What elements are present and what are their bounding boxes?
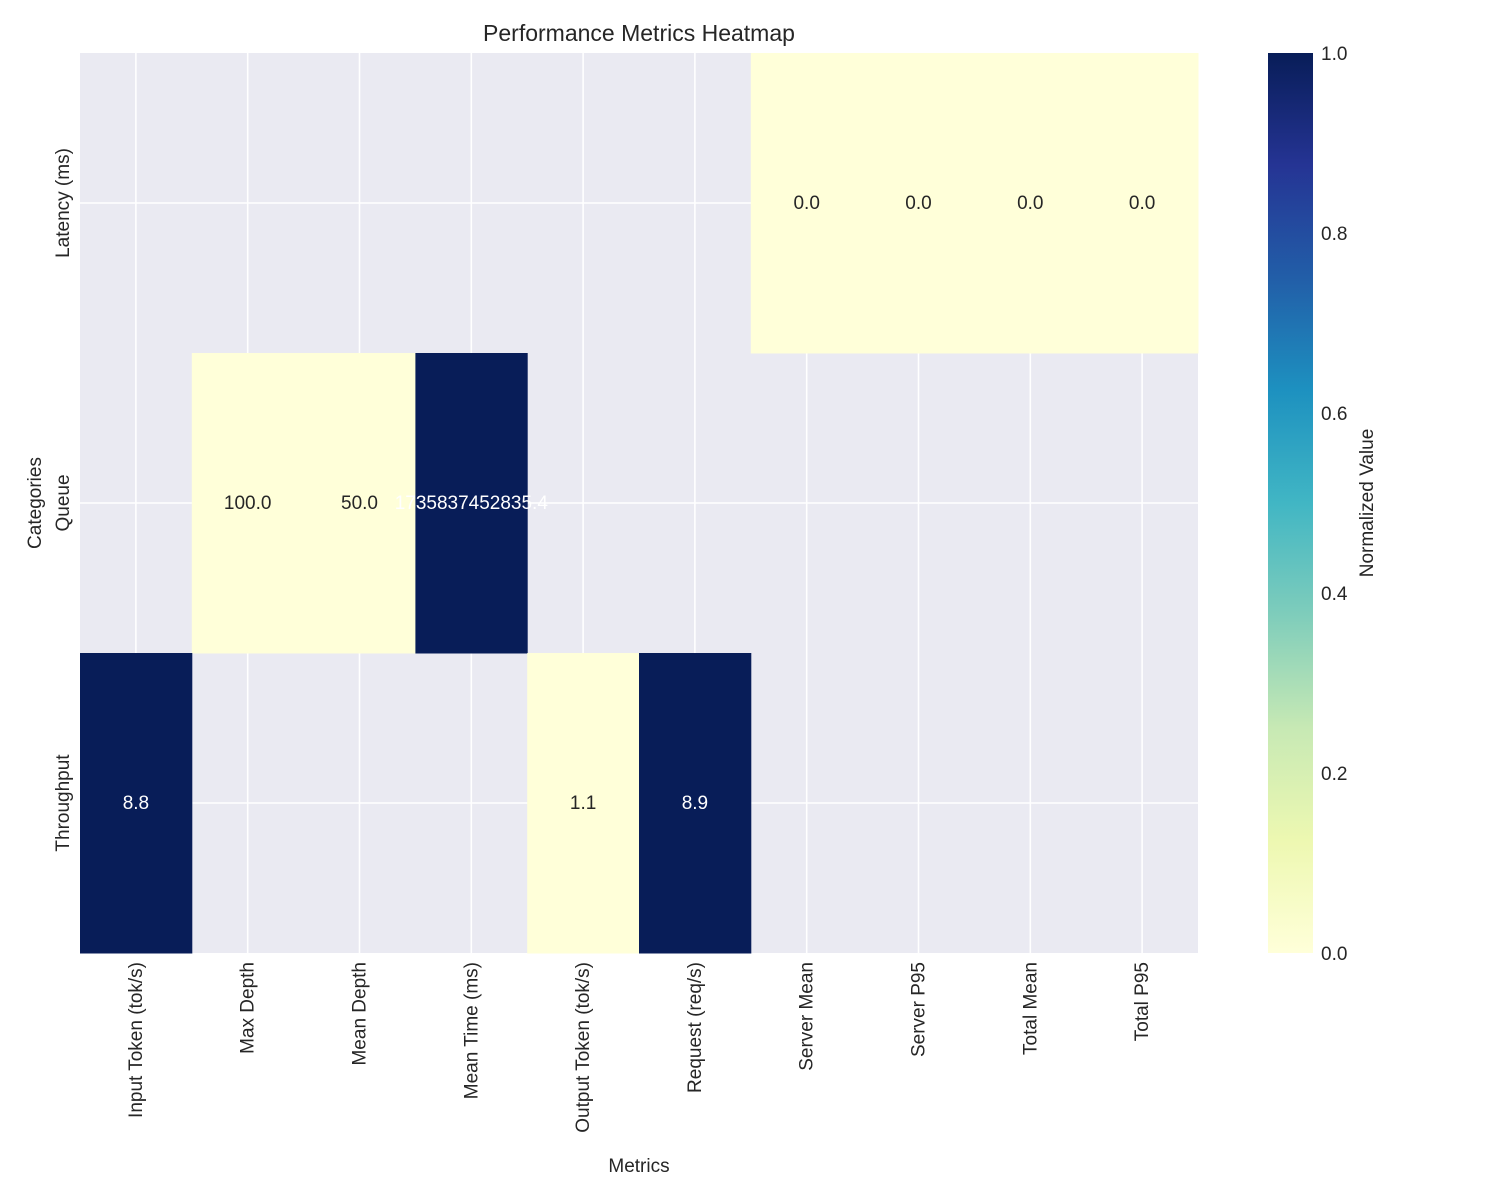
x-tick-label: Server Mean xyxy=(797,962,818,1071)
y-tick-label: Throughput xyxy=(53,754,74,852)
chart-title: Performance Metrics Heatmap xyxy=(483,20,795,46)
heatmap-cell-queue-mean-depth xyxy=(303,353,416,654)
heatmap-cell-queue-max-depth xyxy=(191,353,305,654)
heatmap-cell-throughput-output-token-tok-s xyxy=(527,653,640,954)
cell-value-label: 1.1 xyxy=(570,793,596,814)
heatmap-cell-throughput-input-token-tok-s xyxy=(80,653,193,954)
y-tick-labels: Latency (ms) Queue Throughput xyxy=(53,148,74,852)
x-tick-label: Request (req/s) xyxy=(685,962,706,1093)
colorbar-ticks: 0.0 0.2 0.4 0.6 0.8 1.0 xyxy=(1321,44,1348,965)
x-tick-label: Mean Depth xyxy=(350,962,371,1066)
x-tick-label: Mean Time (ms) xyxy=(461,962,482,1099)
heatmap-cell-latency-ms-server-p95 xyxy=(862,53,975,354)
cell-value-label: 0.0 xyxy=(1129,193,1155,214)
x-axis-label: Metrics xyxy=(608,1156,669,1177)
x-tick-labels: Input Token (tok/s) Max Depth Mean Depth Me… xyxy=(126,962,1153,1133)
colorbar-tick-label: 0.8 xyxy=(1321,224,1347,245)
x-tick-label: Total P95 xyxy=(1132,962,1153,1041)
colorbar-tick-label: 0.6 xyxy=(1321,404,1347,425)
y-tick-label: Latency (ms) xyxy=(53,148,74,258)
heatmap-cell-latency-ms-total-mean xyxy=(974,53,1087,354)
x-tick-label: Total Mean xyxy=(1020,962,1041,1055)
x-tick-label: Max Depth xyxy=(238,962,259,1054)
cell-value-label: 0.0 xyxy=(793,193,819,214)
colorbar-tick-label: 0.4 xyxy=(1321,584,1348,605)
colorbar-label: Normalized Value xyxy=(1357,429,1378,578)
cell-value-label: 8.8 xyxy=(123,793,149,814)
heatmap-cell-latency-ms-total-p95 xyxy=(1086,53,1199,354)
cell-value-label: 100.0 xyxy=(224,493,272,514)
cell-value-label: 0.0 xyxy=(1017,193,1043,214)
y-tick-label: Queue xyxy=(53,474,74,531)
heatmap-cell-queue-mean-time-ms xyxy=(415,353,528,654)
heatmap-cell-throughput-request-req-s xyxy=(639,653,752,954)
cell-value-label: 8.9 xyxy=(682,793,708,814)
heatmap-cells xyxy=(80,53,1199,954)
colorbar-tick-label: 0.2 xyxy=(1321,764,1347,785)
y-axis-label: Categories xyxy=(25,457,46,549)
cell-value-label: 50.0 xyxy=(341,493,378,514)
colorbar xyxy=(1268,53,1313,953)
colorbar-tick-label: 1.0 xyxy=(1321,44,1347,65)
heatmap-cell-latency-ms-server-mean xyxy=(750,53,864,354)
x-tick-label: Output Token (tok/s) xyxy=(573,962,594,1133)
cell-labels: 0.0 0.0 0.0 0.0 100.0 50.0 1735837452835.4 8.8 1… xyxy=(123,193,1156,814)
colorbar-tick-label: 0.0 xyxy=(1321,944,1347,965)
cell-value-label: 0.0 xyxy=(905,193,931,214)
x-tick-label: Input Token (tok/s) xyxy=(126,962,147,1118)
cell-value-label: 1735837452835.4 xyxy=(395,493,549,514)
x-tick-label: Server P95 xyxy=(909,962,930,1057)
